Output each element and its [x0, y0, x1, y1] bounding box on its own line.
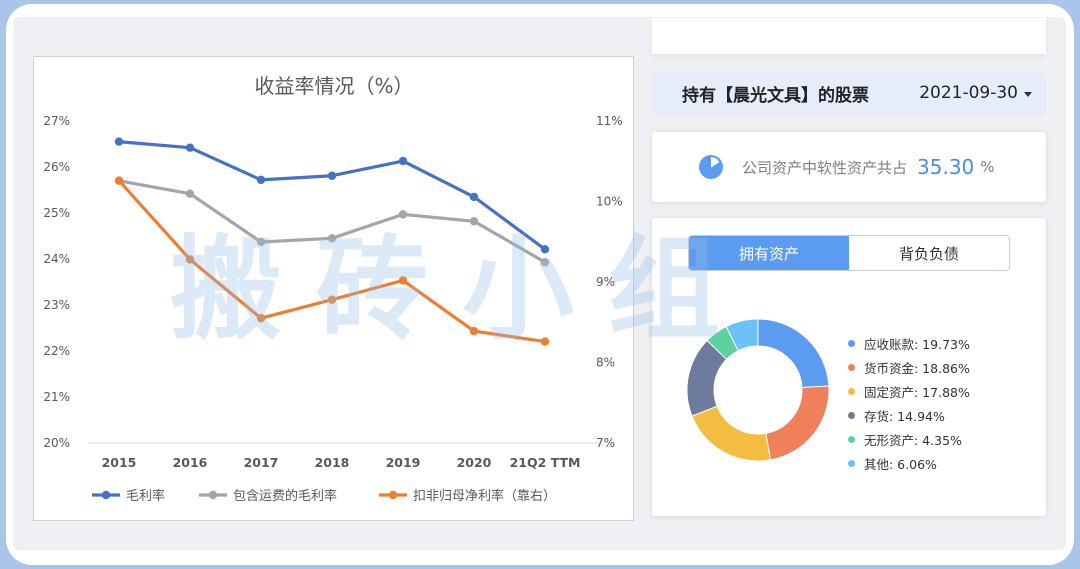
x-tick-label: 2020 — [457, 455, 492, 470]
donut-slice-5 — [725, 318, 759, 352]
data-point — [185, 255, 195, 264]
legend-item-label: 无形资产: 4.35% — [864, 432, 962, 448]
x-tick-label: 21Q2 TTM — [510, 455, 581, 470]
data-point — [256, 314, 266, 323]
data-point — [327, 234, 337, 243]
tab-assets[interactable]: 拥有资产 — [689, 236, 849, 270]
legend-item-label: 应收账款: 19.73% — [864, 336, 970, 352]
data-point — [469, 217, 479, 226]
caret-down-icon — [1024, 91, 1032, 97]
x-tick-label: 2015 — [102, 455, 137, 470]
chart-title: 收益率情况（%） — [254, 74, 413, 98]
y-right-tick-label: 8% — [596, 356, 615, 370]
y-left-tick-label: 21% — [43, 390, 70, 404]
data-point — [469, 192, 479, 202]
y-right-tick-label: 7% — [596, 436, 615, 450]
date-value: 2021-09-30 — [919, 83, 1018, 103]
y-right-tick-label: 9% — [596, 275, 615, 289]
legend-item: 固定资产: 17.88% — [848, 379, 970, 403]
y-right-tick-label: 10% — [596, 195, 623, 209]
legend-item: 无形资产: 4.35% — [848, 427, 970, 451]
legend-label: 扣非归母净利率（靠右） — [413, 488, 556, 504]
legend-item: 存货: 14.94% — [848, 403, 970, 427]
data-point — [256, 237, 266, 247]
holdings-title: 持有【晨光文具】的股票 — [682, 85, 869, 106]
soft-asset-value: 35.30 — [917, 155, 975, 179]
donut-slice-1 — [765, 385, 830, 461]
asset-legend: 应收账款: 19.73% 货币资金: 18.86% 固定资产: 17.88% 存货: … — [848, 331, 970, 475]
series-line-0 — [118, 140, 546, 251]
series-line-2 — [117, 179, 546, 344]
data-point — [114, 137, 124, 146]
data-point — [327, 295, 337, 304]
data-point — [469, 326, 479, 336]
legend-dot — [848, 339, 855, 347]
asset-donut-chart — [686, 318, 830, 462]
data-point — [398, 210, 408, 219]
data-point — [540, 245, 550, 254]
legend-item-label: 存货: 14.94% — [864, 408, 945, 424]
y-left-tick-label: 25% — [43, 206, 70, 220]
soft-asset-unit: % — [980, 158, 995, 176]
legend-item: 应收账款: 19.73% — [848, 331, 970, 355]
date-selector[interactable]: 2021-09-30 — [919, 83, 1032, 103]
x-tick-label: 2017 — [244, 455, 279, 470]
data-point — [185, 189, 195, 198]
y-left-tick-label: 27% — [43, 114, 70, 128]
legend-item: 其他: 6.06% — [848, 451, 970, 475]
legend-dot — [848, 363, 855, 371]
soft-asset-card: 公司资产中软性资产共占 35.30 % — [652, 132, 1046, 202]
y-left-tick-label: 22% — [43, 344, 70, 358]
x-tick-label: 2019 — [386, 455, 421, 470]
donut-slice-0 — [757, 318, 830, 389]
legend-dot — [848, 411, 855, 419]
data-point — [398, 156, 408, 166]
x-tick-label: 2018 — [315, 455, 350, 470]
data-point — [327, 171, 337, 180]
y-right-tick-label: 11% — [596, 114, 623, 128]
legend-marker — [208, 490, 218, 500]
y-left-tick-label: 24% — [43, 252, 70, 266]
legend-label: 毛利率 — [126, 488, 165, 504]
pie-chart-icon — [699, 155, 723, 179]
soft-asset-text: 公司资产中软性资产共占 — [742, 158, 908, 177]
asset-structure-card: 拥有资产 背负负债 应收账款: 19.73% 货币资金: 18.86% 固定资产: … — [652, 218, 1046, 516]
holdings-header: 持有【晨光文具】的股票 2021-09-30 — [652, 71, 1046, 115]
legend-dot — [848, 435, 855, 443]
top-card — [652, 18, 1046, 54]
margin-chart-svg: 收益率情况（%） 20% 21% 22% 23% 24% 25% 26% 27% 7% 8% 9% 10… — [43, 74, 623, 504]
donut-slice-2 — [691, 405, 772, 462]
legend-item-label: 货币资金: 18.86% — [864, 360, 970, 376]
data-point — [540, 258, 550, 267]
data-point — [256, 175, 266, 185]
asset-tabs: 拥有资产 背负负债 — [688, 235, 1010, 271]
legend-dot — [848, 459, 855, 467]
tab-liabilities[interactable]: 背负负债 — [898, 244, 959, 263]
legend-item-label: 其他: 6.06% — [864, 456, 937, 472]
legend-item: 货币资金: 18.86% — [848, 355, 970, 379]
legend-item-label: 固定资产: 17.88% — [864, 384, 970, 400]
data-point — [185, 143, 195, 152]
legend-marker — [101, 490, 111, 500]
legend-label: 包含运费的毛利率 — [233, 488, 337, 504]
legend-marker — [388, 490, 398, 500]
y-left-tick-label: 20% — [43, 436, 70, 450]
margin-chart: 收益率情况（%） 20% 21% 22% 23% 24% 25% 26% 27% 7% 8% 9% 10… — [33, 56, 634, 521]
y-left-tick-label: 23% — [43, 298, 70, 312]
legend-dot — [848, 387, 855, 395]
y-left-tick-label: 26% — [43, 160, 70, 174]
data-point — [114, 176, 124, 185]
x-tick-label: 2016 — [173, 455, 208, 470]
data-point — [540, 337, 550, 346]
data-point — [398, 276, 408, 285]
